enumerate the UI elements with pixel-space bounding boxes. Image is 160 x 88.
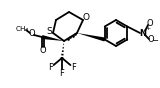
Polygon shape [77,33,105,41]
Text: O: O [148,35,154,45]
Text: CH₃: CH₃ [15,26,29,32]
Text: −: − [152,37,159,45]
Polygon shape [42,35,64,41]
Text: O: O [83,12,89,21]
Text: F: F [71,63,76,72]
Text: F: F [60,68,64,78]
Text: O: O [147,18,153,27]
Text: F: F [48,63,53,72]
Text: O: O [40,46,46,55]
Text: O: O [29,29,35,39]
Text: N: N [140,29,147,37]
Text: S: S [46,27,52,37]
Text: +: + [145,26,150,31]
